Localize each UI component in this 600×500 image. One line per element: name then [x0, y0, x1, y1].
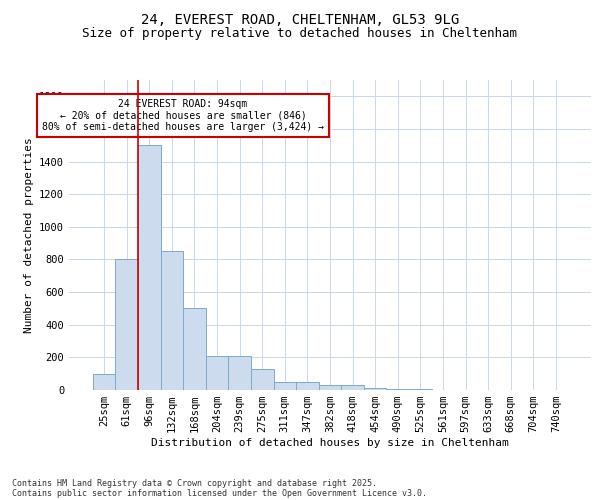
Bar [251, 369, 274, 390]
Bar [206, 356, 229, 390]
Bar [93, 374, 115, 390]
Bar [364, 388, 386, 390]
Bar [138, 146, 161, 390]
Text: Contains HM Land Registry data © Crown copyright and database right 2025.: Contains HM Land Registry data © Crown c… [12, 478, 377, 488]
Text: Contains public sector information licensed under the Open Government Licence v3: Contains public sector information licen… [12, 488, 427, 498]
Bar [115, 260, 138, 390]
Bar [229, 356, 251, 390]
Bar [183, 308, 206, 390]
Bar [341, 385, 364, 390]
Text: 24 EVEREST ROAD: 94sqm
← 20% of detached houses are smaller (846)
80% of semi-de: 24 EVEREST ROAD: 94sqm ← 20% of detached… [42, 100, 324, 132]
Bar [296, 382, 319, 390]
X-axis label: Distribution of detached houses by size in Cheltenham: Distribution of detached houses by size … [151, 438, 509, 448]
Text: 24, EVEREST ROAD, CHELTENHAM, GL53 9LG: 24, EVEREST ROAD, CHELTENHAM, GL53 9LG [141, 12, 459, 26]
Text: Size of property relative to detached houses in Cheltenham: Size of property relative to detached ho… [83, 28, 517, 40]
Bar [274, 382, 296, 390]
Bar [161, 252, 183, 390]
Bar [386, 388, 409, 390]
Bar [319, 385, 341, 390]
Y-axis label: Number of detached properties: Number of detached properties [23, 137, 34, 333]
